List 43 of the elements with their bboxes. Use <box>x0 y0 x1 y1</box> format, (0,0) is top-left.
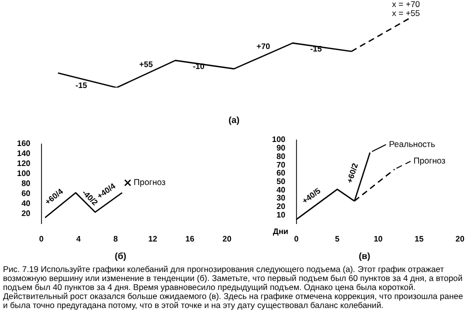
x-tick-label: 12 <box>148 234 158 244</box>
x-tick-label: 15 <box>414 234 424 244</box>
y-tick-label: 80 <box>21 179 31 188</box>
annotation: -15 <box>76 80 88 90</box>
y-tick-label: 30 <box>276 194 286 203</box>
y-tick-label: 80 <box>276 152 286 161</box>
y-tick-label: 90 <box>276 144 286 153</box>
y-tick-label: 20 <box>21 208 31 218</box>
y-tick-label: 10 <box>276 210 286 220</box>
x-tick-label: 0 <box>294 234 300 244</box>
x-axis-title: Дни <box>272 226 288 236</box>
x-tick-label: 10 <box>374 234 384 244</box>
y-tick-label: 140 <box>16 149 31 158</box>
text: (б) <box>114 251 126 262</box>
y-tick-label: 120 <box>16 159 31 168</box>
y-tick-label: 70 <box>276 160 286 170</box>
x-tick-label: 4 <box>76 234 82 244</box>
annotation: +70 <box>256 42 271 52</box>
y-tick-label: 60 <box>276 168 286 178</box>
y-tick-label: 160 <box>16 139 31 148</box>
legend-label: Прогноз <box>414 156 446 166</box>
y-tick-label: 40 <box>276 185 286 194</box>
y-tick-label: 40 <box>21 198 31 208</box>
x-tick-label: 20 <box>456 234 465 244</box>
series-label: Прогноз <box>134 177 166 188</box>
annotation: +55 <box>139 60 154 70</box>
annotation: x = +55 <box>392 8 421 18</box>
x-tick-label: 16 <box>185 234 195 244</box>
text: (а) <box>228 115 240 126</box>
text: Рис. 7.19 Используйте графики колебаний для прогнозирования следующего подъема (а). Этот график отражает возможную вершину или изменение в тенденции (б). Заметьте, что первый подъем был 60 пунктов за 4 дня, а второй подъем был 40 пунктов за 4 дня. Время уравновесило предыдущий подъем. Однако цена была короткой. Действительный рост оказался больше ожидаемого (в). Здесь на графике отмечена коррекция, что произошла ранее и была точно предугадана потому, что в этой точке и на эту дату существовал баланс колебаний. <box>3 264 464 310</box>
text: (в) <box>358 251 370 262</box>
y-tick-label: 100 <box>16 169 31 178</box>
x-tick-label: 20 <box>222 234 232 244</box>
legend-label: Реальность <box>388 138 436 149</box>
x-tick-label: 0 <box>39 234 44 244</box>
y-tick-label: 50 <box>276 177 286 186</box>
x-tick-label: 5 <box>335 234 340 244</box>
y-tick-label: 20 <box>276 202 286 212</box>
text: x = +70 <box>392 0 421 9</box>
annotation: +60/2 <box>345 162 360 184</box>
y-tick-label: 60 <box>21 188 31 198</box>
x-tick-label: 8 <box>113 234 118 244</box>
y-tick-label: 100 <box>272 135 286 144</box>
